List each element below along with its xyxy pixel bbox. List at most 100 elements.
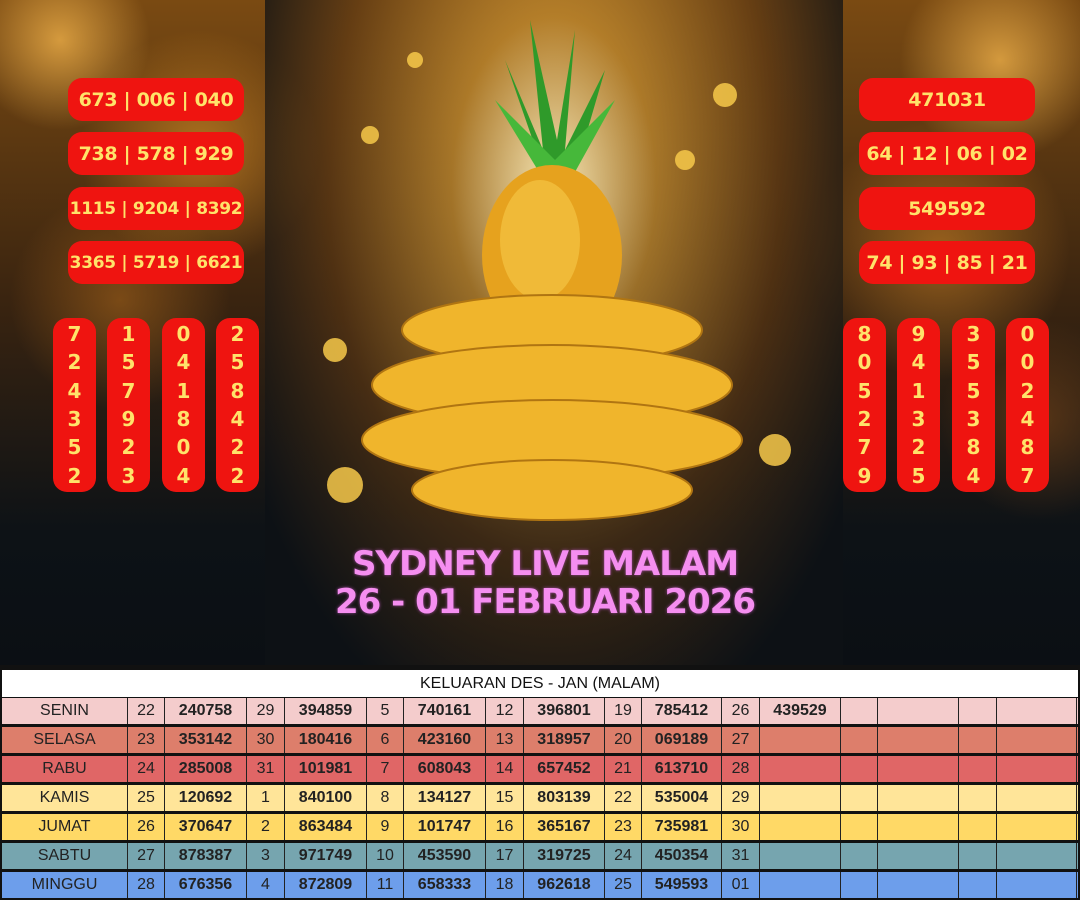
result-cell: 120692 [165,785,247,811]
result-cell: 535004 [642,785,722,811]
pineapple-leaves-icon [495,20,615,190]
digit: 2 [230,463,245,488]
digit: 5 [911,463,926,488]
result-cell [878,843,959,869]
result-cell: 439529 [760,698,841,724]
table-row: KAMIS 25 120692 1 840100 8 134127 15 803139 22 535… [2,785,1078,811]
digit: 5 [67,435,82,460]
day-cell: RABU [2,756,128,782]
result-cell [997,785,1077,811]
digit: 3 [966,322,981,347]
date-cell [959,756,997,782]
day-cell: JUMAT [2,814,128,840]
table-row: SABTU 27 878387 3 971749 10 453590 17 319725 24 45… [2,843,1078,869]
date-cell: 29 [722,785,760,811]
digit: 0 [176,435,191,460]
date-cell [959,785,997,811]
right-column-3: 3 5 5 3 8 4 [952,318,995,492]
result-cell [997,698,1077,724]
right-pill-2: 64 | 12 | 06 | 02 [859,132,1035,175]
date-cell: 19 [605,698,642,724]
result-cell: 863484 [285,814,367,840]
digit: 1 [121,322,136,347]
result-cell: 450354 [642,843,722,869]
date-cell [959,843,997,869]
result-cell: 676356 [165,872,247,898]
table-row: SELASA 23 353142 30 180416 6 423160 13 318957 20 0… [2,727,1078,753]
date-cell: 17 [486,843,524,869]
left-column-4: 2 5 8 4 2 2 [216,318,259,492]
result-cell [760,872,841,898]
digit: 2 [230,435,245,460]
digit: 0 [1020,322,1035,347]
digit: 5 [121,350,136,375]
digit: 3 [911,407,926,432]
date-cell: 1 [247,785,285,811]
result-cell: 872809 [285,872,367,898]
right-pill-1: 471031 [859,78,1035,121]
digit: 5 [230,350,245,375]
date-cell: 23 [605,814,642,840]
digit: 7 [121,378,136,403]
left-pill-1: 673 | 006 | 040 [68,78,244,121]
digit: 4 [176,463,191,488]
date-cell: 25 [128,785,165,811]
result-cell [997,843,1077,869]
digit: 4 [67,378,82,403]
digit: 0 [857,350,872,375]
right-pill-3: 549592 [859,187,1035,230]
result-cell: 549593 [642,872,722,898]
date-cell [959,872,997,898]
result-cell: 285008 [165,756,247,782]
result-cell: 840100 [285,785,367,811]
digit: 8 [176,407,191,432]
date-cell: 23 [128,727,165,753]
date-cell [841,756,878,782]
day-cell: MINGGU [2,872,128,898]
result-cell: 658333 [404,872,486,898]
digit: 4 [230,407,245,432]
left-column-1: 7 2 4 3 5 2 [53,318,96,492]
digit: 7 [1020,463,1035,488]
date-cell: 18 [486,872,524,898]
digit: 2 [67,350,82,375]
day-cell: SENIN [2,698,128,724]
result-cell [997,814,1077,840]
date-cell: 15 [486,785,524,811]
table-row: JUMAT 26 370647 2 863484 9 101747 16 365167 23 735… [2,814,1078,840]
date-cell: 26 [722,698,760,724]
date-cell [959,727,997,753]
result-cell: 240758 [165,698,247,724]
digit: 5 [857,378,872,403]
table-row: MINGGU 28 676356 4 872809 11 658333 18 962618 25 5… [2,872,1078,898]
date-cell: 24 [128,756,165,782]
right-column-2: 9 4 1 3 2 5 [897,318,940,492]
digit: 2 [67,463,82,488]
digit: 4 [1020,407,1035,432]
date-cell: 14 [486,756,524,782]
date-cell: 29 [247,698,285,724]
digit: 2 [230,322,245,347]
date-cell: 7 [367,756,404,782]
result-cell [760,727,841,753]
date-cell [841,698,878,724]
digit: 2 [857,407,872,432]
result-cell: 740161 [404,698,486,724]
result-cell: 318957 [524,727,605,753]
date-cell: 28 [128,872,165,898]
result-cell [878,756,959,782]
digit: 3 [121,463,136,488]
result-cell: 365167 [524,814,605,840]
result-cell: 101747 [404,814,486,840]
result-cell [997,756,1077,782]
digit: 9 [121,407,136,432]
result-cell: 394859 [285,698,367,724]
digit: 2 [911,435,926,460]
table-header: KELUARAN DES - JAN (MALAM) [2,670,1078,697]
result-cell: 319725 [524,843,605,869]
date-cell: 24 [605,843,642,869]
result-cell: 069189 [642,727,722,753]
digit: 3 [966,407,981,432]
date-cell: 22 [128,698,165,724]
date-cell: 22 [605,785,642,811]
